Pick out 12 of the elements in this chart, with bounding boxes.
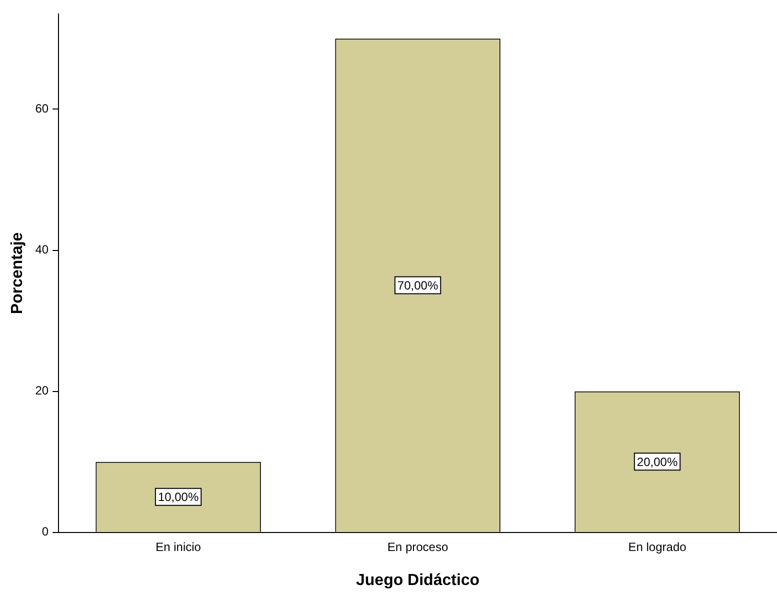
data-label: 20,00% bbox=[636, 454, 678, 469]
y-tick-label: 60 bbox=[35, 102, 49, 116]
x-axis-title: Juego Didáctico bbox=[356, 572, 480, 589]
y-axis-title: Porcentaje bbox=[9, 232, 26, 314]
y-tick-label: 0 bbox=[42, 524, 49, 539]
x-tick-label: En proceso bbox=[387, 540, 448, 554]
y-tick-label: 20 bbox=[35, 384, 49, 398]
data-label: 70,00% bbox=[397, 278, 438, 293]
y-tick-label: 40 bbox=[35, 242, 49, 257]
x-tick-label: En logrado bbox=[628, 540, 687, 554]
data-label: 10,00% bbox=[158, 490, 199, 504]
x-tick-label: En inicio bbox=[156, 540, 202, 554]
